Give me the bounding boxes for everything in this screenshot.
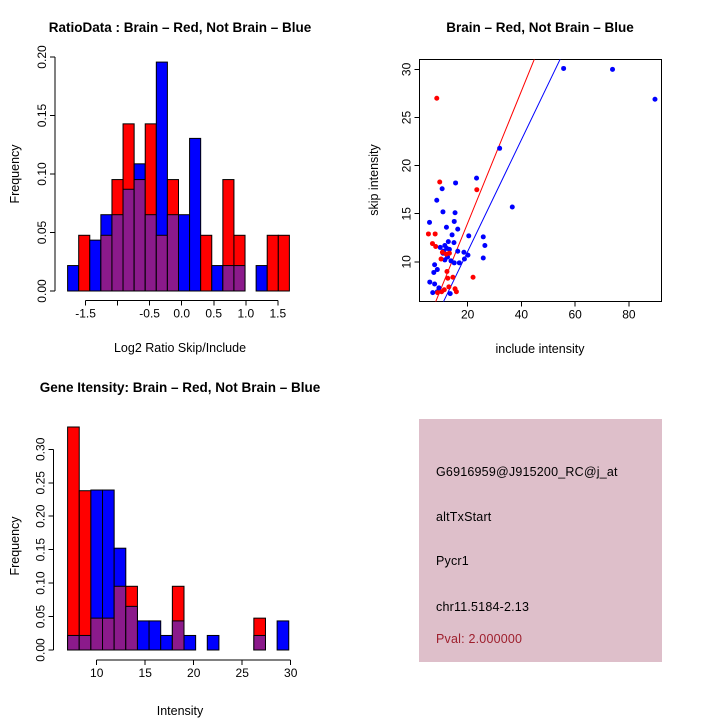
splice-type-text: altTxStart xyxy=(436,510,492,524)
svg-text:1.5: 1.5 xyxy=(270,306,287,320)
intensity-scatter-xlabel: include intensity xyxy=(495,342,585,356)
intensity-scatter-ylabel: skip intensity xyxy=(367,144,381,216)
gene-histogram-plot: 0.00 0.05 0.10 0.15 0.20 0.25 0.30 10 15 20 25 30 xyxy=(33,426,298,680)
svg-text:60: 60 xyxy=(568,308,582,322)
svg-text:0.30: 0.30 xyxy=(33,437,47,461)
ratio-histogram-title: RatioData : Brain – Red, Not Brain – Blu… xyxy=(48,20,312,35)
svg-text:25: 25 xyxy=(236,666,250,680)
svg-text:25: 25 xyxy=(399,111,413,125)
svg-text:0.20: 0.20 xyxy=(35,45,49,69)
gene-symbol-text: Pycr1 xyxy=(436,554,469,568)
svg-text:0.10: 0.10 xyxy=(33,571,47,595)
svg-text:20: 20 xyxy=(461,308,475,322)
svg-text:20: 20 xyxy=(187,666,201,680)
probe-id-text: G6916959@J915200_RC@j_at xyxy=(436,465,618,479)
svg-text:10: 10 xyxy=(90,666,104,680)
ratio-histogram-xlabel: Log2 Ratio Skip/Include xyxy=(113,341,247,355)
ratio-histogram-panel: 0.00 0.05 0.10 0.15 0.20 -1.5 -0.5 0.0 0.5 1.0 1.5… xyxy=(0,0,360,360)
svg-text:-0.5: -0.5 xyxy=(139,306,160,320)
svg-text:0.05: 0.05 xyxy=(35,220,49,244)
svg-text:0.00: 0.00 xyxy=(35,279,49,303)
svg-text:0.05: 0.05 xyxy=(33,605,47,629)
svg-text:20: 20 xyxy=(399,159,413,173)
gene-info-panel: G6916959@J915200_RC@j_at altTxStart Pycr… xyxy=(360,360,720,720)
svg-text:1.0: 1.0 xyxy=(237,306,254,320)
locus-text: chr11.5184-2.13 xyxy=(436,600,530,614)
svg-text:30: 30 xyxy=(399,62,413,76)
svg-text:15: 15 xyxy=(399,207,413,221)
svg-text:-1.5: -1.5 xyxy=(75,306,96,320)
svg-text:15: 15 xyxy=(139,666,153,680)
gene-histogram-title: Gene Itensity: Brain – Red, Not Brain – … xyxy=(39,380,321,395)
svg-text:0.15: 0.15 xyxy=(33,538,47,562)
ratio-histogram-ylabel: Frequency xyxy=(8,144,22,204)
gene-histogram-ylabel: Frequency xyxy=(8,516,22,576)
gene-histogram-xlabel: Intensity xyxy=(156,704,204,718)
intensity-scatter-title: Brain – Red, Not Brain – Blue xyxy=(446,20,634,35)
gene-histogram-panel: 0.00 0.05 0.10 0.15 0.20 0.25 0.30 10 15 20 25 30 G… xyxy=(0,360,360,720)
svg-text:0.25: 0.25 xyxy=(33,471,47,495)
svg-text:0.10: 0.10 xyxy=(35,162,49,186)
svg-text:0.20: 0.20 xyxy=(33,504,47,528)
gene-info-box: G6916959@J915200_RC@j_at altTxStart Pycr… xyxy=(419,419,662,662)
svg-text:0.5: 0.5 xyxy=(205,306,222,320)
svg-text:10: 10 xyxy=(399,255,413,269)
svg-text:30: 30 xyxy=(284,666,298,680)
ratio-histogram-plot: 0.00 0.05 0.10 0.15 0.20 -1.5 -0.5 0.0 0.5 1.0 1.5 xyxy=(35,45,290,320)
svg-text:0.0: 0.0 xyxy=(173,306,190,320)
svg-text:80: 80 xyxy=(622,308,636,322)
intensity-scatter-panel: 20 40 60 80 10 15 20 25 30 Brain – Red, Not Brai… xyxy=(360,0,720,360)
svg-text:0.15: 0.15 xyxy=(35,103,49,127)
intensity-scatter-plot: 20 40 60 80 10 15 20 25 30 xyxy=(399,58,663,322)
svg-text:0.00: 0.00 xyxy=(33,638,47,662)
svg-text:40: 40 xyxy=(515,308,529,322)
pval-text: Pval: 2.000000 xyxy=(436,632,523,646)
